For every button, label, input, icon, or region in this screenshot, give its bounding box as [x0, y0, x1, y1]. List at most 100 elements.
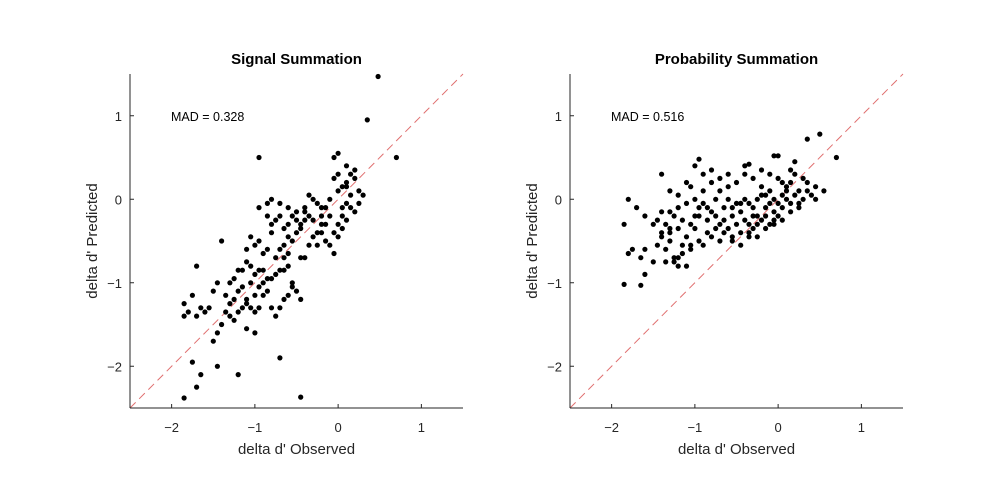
data-point — [310, 196, 316, 202]
data-point — [268, 276, 275, 282]
data-point — [696, 205, 702, 211]
data-point — [796, 200, 802, 206]
data-point — [729, 205, 735, 211]
data-point — [779, 217, 785, 223]
x-ticks: −2 −1 0 1 — [164, 404, 425, 435]
data-point — [256, 205, 262, 211]
data-point — [779, 179, 785, 186]
x-tick-label: −2 — [164, 420, 179, 435]
data-point — [339, 213, 345, 219]
data-point — [281, 225, 287, 232]
data-point — [239, 284, 245, 290]
identity-line — [569, 73, 904, 409]
data-point — [343, 217, 350, 223]
data-point — [775, 153, 781, 159]
data-point — [771, 221, 777, 227]
y-ticks: −2 −1 0 1 — [107, 109, 134, 374]
data-point — [671, 255, 677, 261]
data-point — [264, 276, 270, 282]
data-point — [339, 225, 345, 232]
data-point — [638, 255, 644, 261]
data-point — [339, 205, 345, 211]
data-point — [277, 213, 283, 219]
data-point — [335, 188, 341, 194]
y-tick-label: −1 — [547, 276, 562, 291]
data-point — [235, 309, 241, 315]
data-point — [214, 330, 220, 336]
data-point — [671, 213, 677, 219]
data-point — [318, 221, 325, 227]
data-point — [746, 161, 752, 167]
x-ticks: −2 −1 0 1 — [604, 404, 865, 435]
data-point — [688, 221, 694, 227]
data-point — [729, 238, 735, 244]
data-point — [277, 246, 283, 252]
data-point — [235, 267, 241, 273]
data-point — [248, 234, 254, 240]
data-point — [742, 217, 748, 223]
data-point — [248, 305, 254, 311]
data-point — [314, 200, 320, 206]
data-point — [700, 171, 706, 177]
data-point — [746, 230, 752, 236]
data-point — [713, 225, 719, 232]
chart-title: Signal Summation — [231, 51, 362, 68]
data-point — [327, 213, 333, 219]
y-tick-label: 0 — [555, 192, 562, 207]
data-point — [634, 205, 640, 211]
data-point — [298, 221, 304, 227]
mad-annotation: MAD = 0.328 — [171, 110, 244, 124]
data-point — [683, 234, 690, 240]
data-point — [721, 230, 727, 236]
data-point — [289, 280, 295, 286]
chart-title: Probability Summation — [655, 51, 818, 68]
data-point — [775, 200, 781, 206]
data-point — [750, 213, 756, 219]
data-point — [281, 267, 287, 273]
data-point — [775, 175, 781, 181]
data-point — [310, 234, 316, 240]
data-point — [775, 213, 781, 219]
data-point — [683, 200, 690, 206]
data-point — [783, 184, 790, 190]
data-point — [310, 217, 316, 223]
data-point — [621, 281, 627, 287]
data-point — [244, 259, 250, 265]
data-point — [348, 192, 354, 198]
data-point — [281, 242, 287, 248]
data-point — [754, 196, 760, 202]
data-point — [704, 205, 711, 211]
data-point — [800, 196, 806, 202]
data-point — [667, 238, 673, 244]
data-point — [231, 296, 237, 302]
data-point — [717, 238, 723, 244]
data-point — [285, 263, 291, 269]
data-point — [339, 184, 345, 190]
data-point — [223, 292, 229, 298]
data-point — [273, 313, 279, 319]
data-point — [356, 188, 362, 194]
data-point — [244, 246, 250, 252]
data-point — [343, 184, 350, 190]
data-point — [771, 153, 777, 159]
y-tick-label: −2 — [547, 359, 562, 374]
data-point — [659, 171, 665, 177]
data-point — [817, 131, 823, 137]
data-point — [783, 196, 790, 202]
data-point — [264, 288, 270, 294]
data-point — [323, 238, 329, 244]
data-point — [314, 242, 320, 248]
data-point — [360, 192, 366, 198]
data-point — [181, 313, 187, 319]
data-points — [621, 131, 840, 288]
data-point — [198, 305, 204, 311]
data-point — [696, 238, 702, 244]
data-point — [273, 217, 279, 223]
data-point — [654, 217, 661, 223]
panel-signal-summation: Signal Summation −2 −1 0 1 −2 −1 0 1 MAD = 0.3… — [84, 51, 464, 458]
data-point — [779, 192, 785, 198]
data-point — [642, 246, 648, 252]
data-point — [189, 359, 195, 365]
data-point — [663, 246, 669, 252]
